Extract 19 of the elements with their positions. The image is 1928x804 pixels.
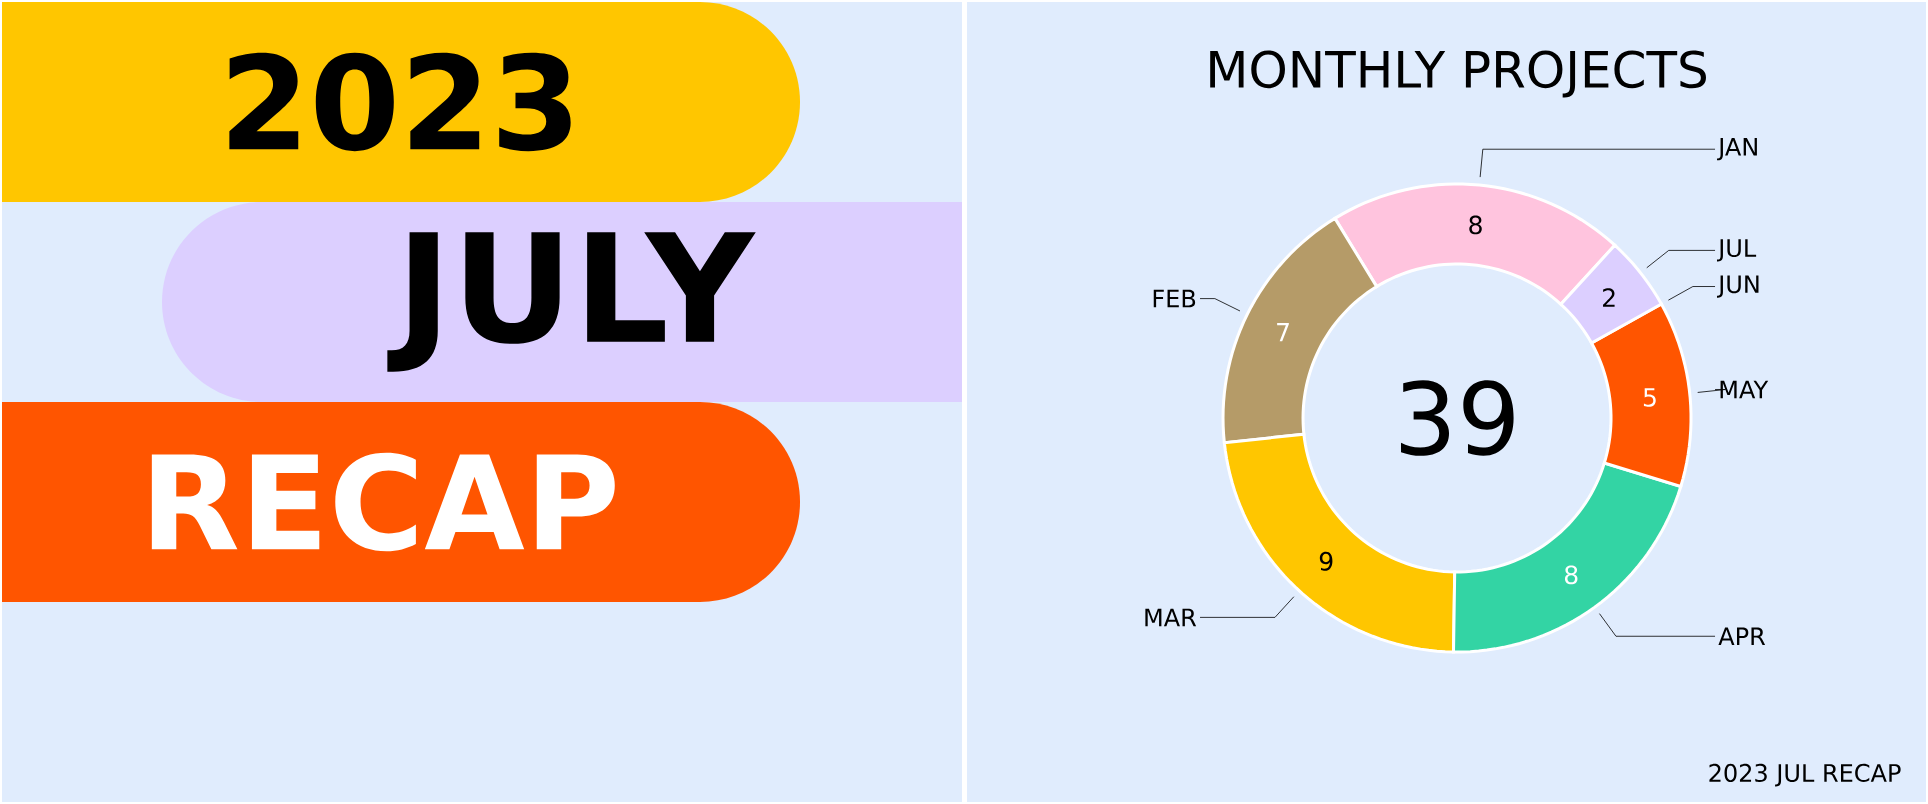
data-label: 8 xyxy=(1564,565,1578,585)
slice-label: JAN xyxy=(1716,138,1757,161)
chart-title: MONTHLY PROJECTS xyxy=(1210,50,1706,98)
text: JULY xyxy=(387,232,756,372)
text: RECAP xyxy=(151,452,615,552)
slice-label: MAR xyxy=(1145,608,1197,627)
data-label: 5 xyxy=(1643,388,1656,407)
legend-label: JUN xyxy=(1716,275,1759,298)
slice-label: FEB xyxy=(1153,289,1196,308)
data-label: 8 xyxy=(1469,215,1482,235)
data-label: 7 xyxy=(1277,323,1289,342)
text: 39 xyxy=(1401,380,1514,456)
slice-label: MAY xyxy=(1720,380,1769,399)
slice-label: JUL xyxy=(1716,239,1757,262)
slice-label: APR xyxy=(1718,627,1766,646)
data-label: 2 xyxy=(1603,288,1615,307)
text: 2023 JUL RECAP xyxy=(1709,763,1901,787)
data-label: 9 xyxy=(1319,551,1333,571)
text: 2023 xyxy=(229,52,571,152)
